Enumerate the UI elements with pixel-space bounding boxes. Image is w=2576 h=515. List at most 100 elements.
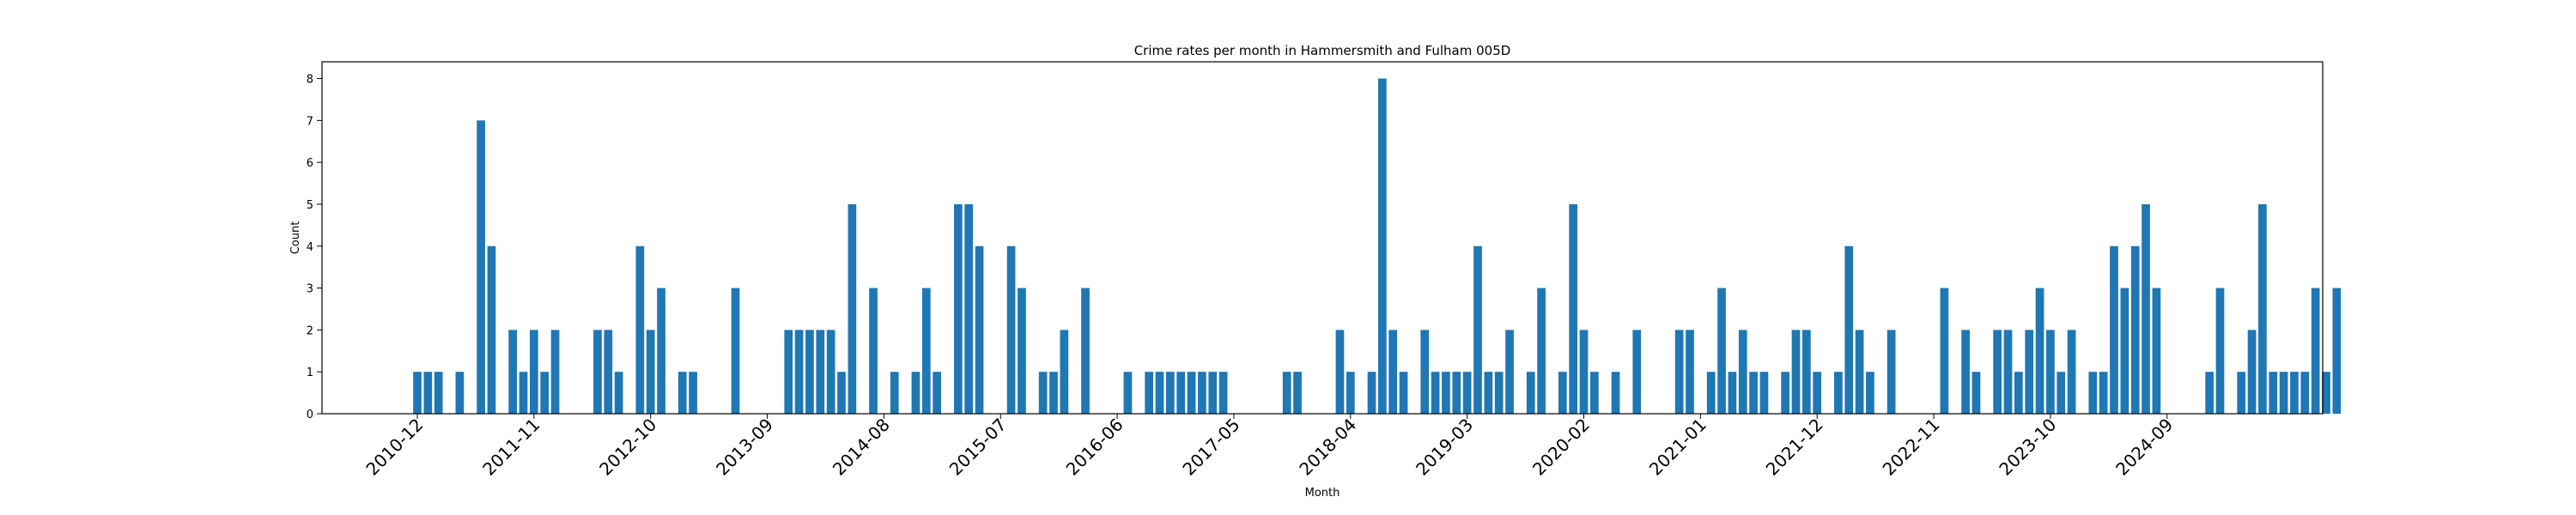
bar (519, 372, 528, 414)
bar (677, 372, 687, 414)
plot-frame (321, 61, 2324, 415)
bar (604, 330, 613, 414)
bar (1866, 372, 1874, 414)
x-tick-label: 2015-07 (945, 415, 1011, 480)
y-tick-label: 2 (307, 324, 313, 337)
bar (2142, 203, 2150, 414)
bar (2311, 288, 2320, 414)
bar (794, 330, 804, 414)
bar (487, 245, 496, 414)
x-axis: 2010-12 2011-11 2012-10 2013-09 2014-08 2015-… (361, 414, 2177, 480)
bar (890, 372, 899, 414)
bar (1006, 245, 1016, 414)
bar (1123, 372, 1133, 414)
bar (614, 372, 623, 414)
bar (1961, 330, 1970, 414)
x-axis-label: Month (1305, 487, 1340, 500)
bar (837, 372, 846, 414)
bar (1855, 330, 1864, 414)
bar (1218, 372, 1228, 414)
bar (2322, 372, 2330, 414)
bar (1176, 372, 1186, 414)
bar (1378, 78, 1387, 415)
y-axis-label: Count (289, 221, 302, 255)
x-tick-label: 2023-10 (1995, 415, 2060, 480)
bar (2205, 372, 2214, 414)
x-tick-label: 2014-08 (829, 415, 894, 480)
x-tick-label: 2018-04 (1295, 415, 1360, 480)
bar (2247, 330, 2257, 414)
x-tick-label: 2021-12 (1762, 415, 1827, 480)
y-tick-label: 0 (307, 409, 313, 421)
bar (1834, 372, 1843, 414)
bar (1886, 330, 1896, 414)
y-tick-label: 3 (307, 283, 313, 296)
bar (1388, 330, 1398, 414)
bar (1674, 330, 1684, 414)
x-tick-label: 2013-09 (712, 415, 777, 480)
bar (1208, 372, 1218, 414)
bar (1717, 288, 1726, 414)
bar (530, 330, 538, 414)
bar (1791, 330, 1801, 414)
x-tick-label: 2024-09 (2111, 415, 2177, 480)
bar (657, 288, 665, 414)
bar (2300, 372, 2310, 414)
bar (1038, 372, 1048, 414)
x-tick-label: 2019-03 (1412, 415, 1477, 480)
bar (1462, 372, 1472, 414)
bar (1537, 288, 1546, 414)
bar (816, 330, 825, 414)
bar (2237, 372, 2246, 414)
bar (2099, 372, 2108, 414)
bar (911, 372, 920, 414)
bar (2120, 288, 2129, 414)
bar (1759, 372, 1769, 414)
bar (1060, 330, 1069, 414)
bar (848, 203, 857, 414)
bar (1155, 372, 1164, 414)
bar (1781, 372, 1789, 414)
y-tick-label: 7 (307, 115, 313, 128)
bar (2152, 288, 2161, 414)
bar (1993, 330, 2002, 414)
bar (2215, 288, 2225, 414)
bar (1452, 372, 1461, 414)
bar (1166, 372, 1175, 414)
bar (2025, 330, 2034, 414)
bar (1399, 372, 1408, 414)
bar (2110, 245, 2118, 414)
chart-title: Crime rates per month in Hammersmith and… (1134, 43, 1511, 58)
x-tick-label: 2020-02 (1528, 415, 1594, 480)
bar (826, 330, 835, 414)
y-tick-label: 8 (307, 74, 313, 87)
bar (869, 288, 878, 414)
bar (1611, 372, 1620, 414)
x-tick-label: 2021-01 (1645, 415, 1710, 480)
x-tick-label: 2022-11 (1879, 415, 1944, 480)
bar (2035, 288, 2044, 414)
bar (646, 330, 655, 414)
bar (1484, 372, 1493, 414)
bar (1494, 372, 1504, 414)
bar (1431, 372, 1440, 414)
bar (635, 245, 645, 414)
bar (2258, 203, 2267, 414)
bar (689, 372, 697, 414)
bar (1526, 372, 1535, 414)
bar (921, 288, 931, 414)
bar (1940, 288, 1949, 414)
x-tick-label: 2011-11 (478, 415, 544, 480)
bar (2290, 372, 2299, 414)
bar (1813, 372, 1822, 414)
bar (1971, 372, 1981, 414)
bar (2057, 372, 2066, 414)
bar (550, 330, 560, 414)
bar (1346, 372, 1355, 414)
bar (593, 330, 602, 414)
bar (2088, 372, 2098, 414)
bar (540, 372, 550, 414)
bar (964, 203, 974, 414)
bar (1293, 372, 1302, 414)
